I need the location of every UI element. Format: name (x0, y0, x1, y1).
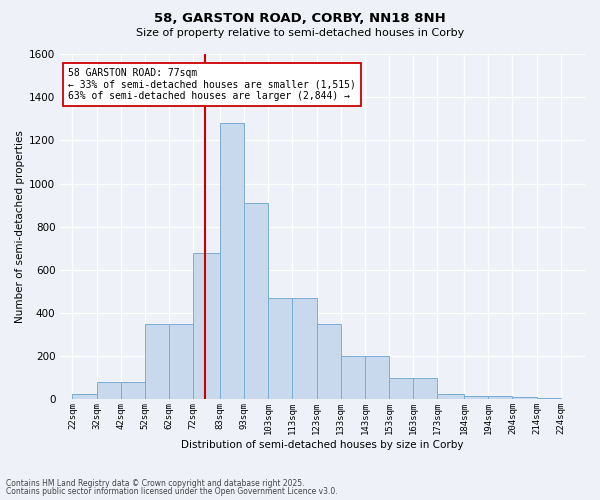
Bar (512, 398, 536, 400)
Text: Contains public sector information licensed under the Open Government Licence v3: Contains public sector information licen… (6, 487, 338, 496)
Bar (193, 252, 220, 400)
Text: Size of property relative to semi-detached houses in Corby: Size of property relative to semi-detach… (136, 28, 464, 38)
Text: 58 GARSTON ROAD: 77sqm
← 33% of semi-detached houses are smaller (1,515)
63% of : 58 GARSTON ROAD: 77sqm ← 33% of semi-det… (68, 68, 356, 101)
Y-axis label: Number of semi-detached properties: Number of semi-detached properties (15, 130, 25, 323)
Bar (244, 203, 268, 400)
Bar (169, 324, 193, 400)
X-axis label: Distribution of semi-detached houses by size in Corby: Distribution of semi-detached houses by … (181, 440, 464, 450)
Bar (73, 394, 97, 400)
Text: 58, GARSTON ROAD, CORBY, NN18 8NH: 58, GARSTON ROAD, CORBY, NN18 8NH (154, 12, 446, 26)
Bar (488, 396, 512, 400)
Bar (437, 394, 464, 400)
Bar (389, 378, 413, 400)
Bar (268, 298, 292, 400)
Bar (97, 382, 121, 400)
Bar (365, 356, 389, 400)
Bar (317, 324, 341, 400)
Bar (536, 398, 561, 400)
Bar (341, 356, 365, 400)
Bar (220, 123, 244, 400)
Bar (292, 298, 317, 400)
Bar (464, 396, 488, 400)
Bar (413, 378, 437, 400)
Bar (145, 324, 169, 400)
Text: Contains HM Land Registry data © Crown copyright and database right 2025.: Contains HM Land Registry data © Crown c… (6, 478, 305, 488)
Bar (121, 382, 145, 400)
